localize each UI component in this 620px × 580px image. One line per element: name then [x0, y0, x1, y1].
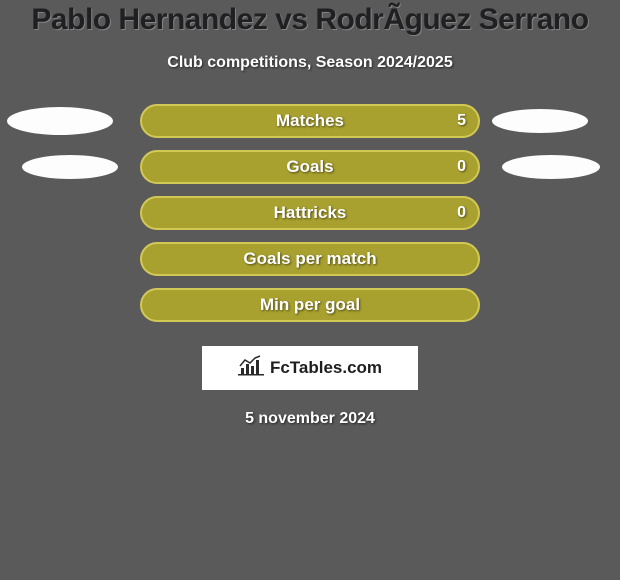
logo-box: FcTables.com	[202, 346, 418, 390]
stat-label: Goals	[286, 157, 333, 177]
stat-rows: Matches 5 Goals 0 Hattricks 0 Goals per match M…	[0, 104, 620, 322]
comparison-widget: Pablo Hernandez vs RodrÃ­guez Serrano Cl…	[0, 0, 620, 428]
stat-bar: Min per goal	[140, 288, 480, 322]
stat-row: Goals 0	[0, 150, 620, 184]
stat-bar: Hattricks 0	[140, 196, 480, 230]
page-subtitle: Club competitions, Season 2024/2025	[0, 54, 620, 72]
logo-text: FcTables.com	[270, 358, 382, 378]
date-text: 5 november 2024	[0, 410, 620, 428]
stat-row: Goals per match	[0, 242, 620, 276]
stat-bar: Matches 5	[140, 104, 480, 138]
stat-bar: Goals 0	[140, 150, 480, 184]
stat-value: 0	[457, 204, 466, 222]
stat-value: 5	[457, 112, 466, 130]
right-ellipse	[492, 109, 588, 133]
stat-label: Hattricks	[274, 203, 347, 223]
page-title: Pablo Hernandez vs RodrÃ­guez Serrano	[0, 4, 620, 36]
stat-row: Min per goal	[0, 288, 620, 322]
stat-value: 0	[457, 158, 466, 176]
left-ellipse	[22, 155, 118, 179]
stat-label: Goals per match	[243, 249, 376, 269]
logo-icon	[238, 354, 264, 381]
stat-bar: Goals per match	[140, 242, 480, 276]
stat-label: Min per goal	[260, 295, 360, 315]
right-ellipse	[502, 155, 600, 179]
stat-row: Matches 5	[0, 104, 620, 138]
stat-label: Matches	[276, 111, 344, 131]
left-ellipse	[7, 107, 113, 135]
stat-row: Hattricks 0	[0, 196, 620, 230]
